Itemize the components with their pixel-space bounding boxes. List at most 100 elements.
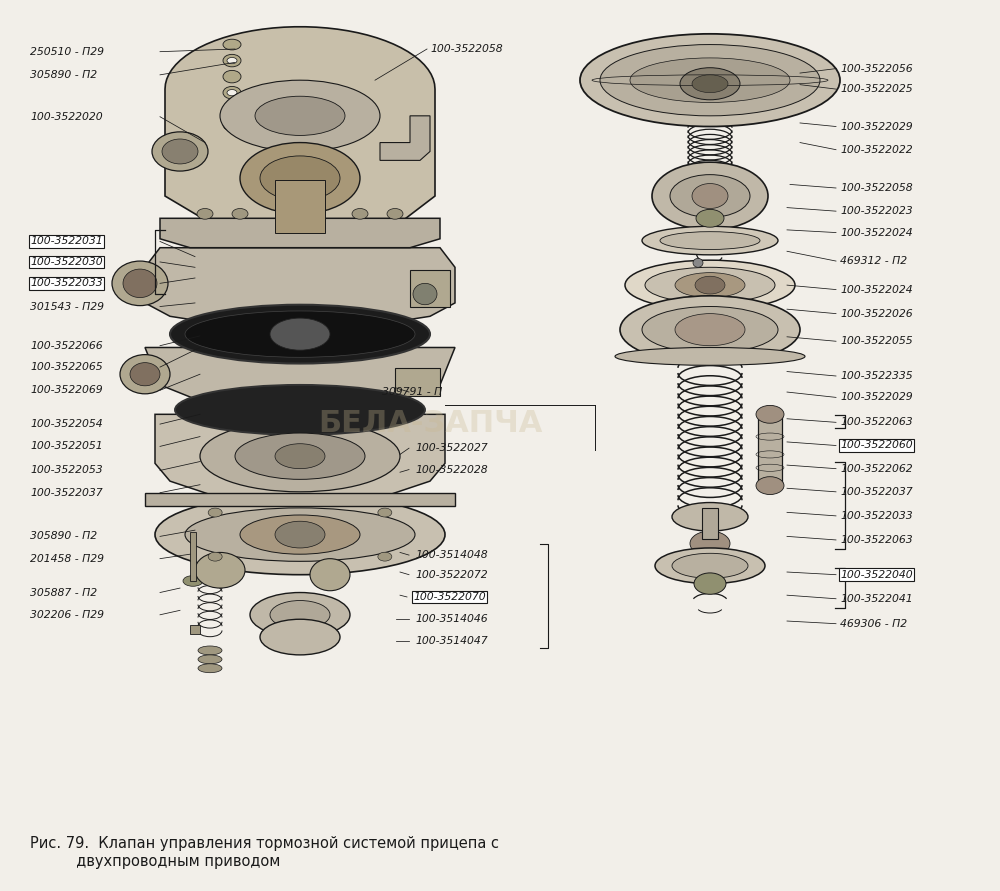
- Ellipse shape: [693, 258, 703, 267]
- Ellipse shape: [692, 184, 728, 208]
- Ellipse shape: [692, 75, 728, 93]
- Ellipse shape: [112, 261, 168, 306]
- Ellipse shape: [378, 508, 392, 517]
- Text: 305890 - П2: 305890 - П2: [30, 531, 97, 542]
- Text: Рис. 79.  Клапан управления тормозной системой прицепа с
          двухпроводным: Рис. 79. Клапан управления тормозной сис…: [30, 837, 499, 869]
- Ellipse shape: [695, 276, 725, 294]
- Ellipse shape: [642, 226, 778, 255]
- Ellipse shape: [352, 208, 368, 219]
- Text: 100-3522033: 100-3522033: [30, 278, 103, 289]
- Bar: [702, 508, 718, 539]
- Text: 100-3522024: 100-3522024: [840, 284, 913, 295]
- Text: 100-3522053: 100-3522053: [30, 465, 103, 476]
- Polygon shape: [145, 347, 455, 401]
- Ellipse shape: [197, 208, 213, 219]
- Text: 100-3514048: 100-3514048: [415, 550, 488, 560]
- Ellipse shape: [580, 34, 840, 127]
- Ellipse shape: [204, 560, 236, 581]
- Text: 100-3522040: 100-3522040: [840, 569, 913, 580]
- Polygon shape: [145, 493, 455, 506]
- Ellipse shape: [620, 296, 800, 364]
- Text: 100-3522062: 100-3522062: [840, 463, 913, 474]
- Text: 469306 - П2: 469306 - П2: [840, 618, 907, 629]
- Ellipse shape: [227, 57, 237, 64]
- Ellipse shape: [756, 477, 784, 495]
- Ellipse shape: [130, 363, 160, 386]
- Text: 100-3522030: 100-3522030: [30, 257, 103, 267]
- Text: 301543 - П29: 301543 - П29: [30, 301, 104, 312]
- Ellipse shape: [642, 307, 778, 353]
- Ellipse shape: [120, 355, 170, 394]
- Bar: [190, 625, 200, 634]
- Ellipse shape: [600, 45, 820, 116]
- Bar: [190, 532, 196, 581]
- Text: 100-3522063: 100-3522063: [840, 535, 913, 545]
- Text: 100-3522054: 100-3522054: [30, 419, 103, 429]
- Text: 100-3522026: 100-3522026: [840, 308, 913, 319]
- Ellipse shape: [185, 311, 415, 357]
- Ellipse shape: [630, 58, 790, 102]
- Text: 100-3514047: 100-3514047: [415, 635, 488, 646]
- Ellipse shape: [208, 508, 222, 517]
- Text: БЕЛА-ЗАПЧА: БЕЛА-ЗАПЧА: [318, 409, 542, 437]
- Ellipse shape: [655, 548, 765, 584]
- Ellipse shape: [227, 121, 237, 127]
- Ellipse shape: [195, 552, 245, 588]
- Bar: [758, 414, 782, 486]
- Text: 100-3522037: 100-3522037: [30, 487, 103, 498]
- Ellipse shape: [223, 86, 241, 99]
- Text: 250510 - П29: 250510 - П29: [30, 46, 104, 57]
- Ellipse shape: [694, 573, 726, 594]
- Polygon shape: [160, 218, 440, 248]
- Ellipse shape: [175, 385, 425, 435]
- Text: 100-3522023: 100-3522023: [840, 206, 913, 217]
- Text: 100-3522051: 100-3522051: [30, 441, 103, 452]
- Ellipse shape: [310, 559, 350, 591]
- Polygon shape: [380, 116, 430, 160]
- Ellipse shape: [198, 664, 222, 673]
- Text: 100-3522066: 100-3522066: [30, 340, 103, 351]
- Text: 305890 - П2: 305890 - П2: [30, 69, 97, 80]
- Text: 309791 - П: 309791 - П: [382, 387, 442, 397]
- Ellipse shape: [690, 531, 730, 556]
- Ellipse shape: [680, 68, 740, 100]
- Ellipse shape: [155, 495, 445, 575]
- Ellipse shape: [198, 655, 222, 664]
- Ellipse shape: [208, 552, 222, 561]
- Ellipse shape: [672, 503, 748, 531]
- Ellipse shape: [220, 80, 380, 151]
- Text: 201458 - П29: 201458 - П29: [30, 553, 104, 564]
- Bar: [275, 180, 325, 233]
- Bar: [395, 368, 440, 396]
- Text: 100-3522041: 100-3522041: [840, 593, 913, 604]
- Text: 469312 - П2: 469312 - П2: [840, 256, 907, 266]
- Ellipse shape: [260, 156, 340, 200]
- Text: 100-3522022: 100-3522022: [840, 144, 913, 155]
- Ellipse shape: [240, 515, 360, 554]
- Text: 100-3522063: 100-3522063: [840, 417, 913, 428]
- Ellipse shape: [200, 421, 400, 492]
- Text: 100-3522033: 100-3522033: [840, 511, 913, 521]
- Ellipse shape: [223, 119, 241, 131]
- Ellipse shape: [170, 305, 430, 364]
- Text: 100-3522058: 100-3522058: [840, 183, 913, 193]
- Ellipse shape: [615, 347, 805, 365]
- Ellipse shape: [240, 143, 360, 214]
- Ellipse shape: [250, 593, 350, 637]
- Text: 100-3522055: 100-3522055: [840, 336, 913, 347]
- Text: 302206 - П29: 302206 - П29: [30, 609, 104, 620]
- Polygon shape: [165, 27, 435, 241]
- Ellipse shape: [652, 162, 768, 230]
- Text: 100-3522029: 100-3522029: [840, 392, 913, 403]
- Text: 100-3522335: 100-3522335: [840, 371, 913, 381]
- Bar: [410, 270, 450, 307]
- Ellipse shape: [645, 267, 775, 303]
- Text: 100-3522027: 100-3522027: [415, 443, 488, 454]
- Ellipse shape: [670, 175, 750, 217]
- Ellipse shape: [378, 552, 392, 561]
- Ellipse shape: [183, 576, 203, 586]
- Text: 100-3514046: 100-3514046: [415, 614, 488, 625]
- Text: 100-3522024: 100-3522024: [840, 227, 913, 238]
- Text: 100-3522070: 100-3522070: [413, 592, 486, 602]
- Ellipse shape: [198, 646, 222, 655]
